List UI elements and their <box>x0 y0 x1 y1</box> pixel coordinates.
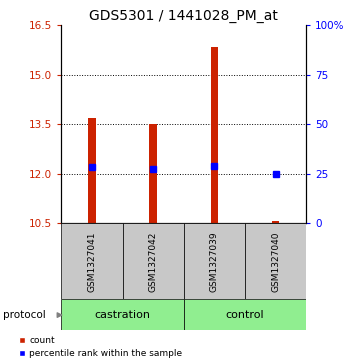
Bar <box>211 47 218 223</box>
Bar <box>245 223 306 299</box>
Text: protocol: protocol <box>4 310 46 320</box>
Text: GSM1327041: GSM1327041 <box>88 231 96 291</box>
Bar <box>184 299 306 330</box>
Bar <box>122 223 184 299</box>
Text: GSM1327040: GSM1327040 <box>271 231 280 291</box>
Title: GDS5301 / 1441028_PM_at: GDS5301 / 1441028_PM_at <box>89 9 278 23</box>
Text: GSM1327039: GSM1327039 <box>210 231 219 292</box>
Legend: count, percentile rank within the sample: count, percentile rank within the sample <box>19 336 182 359</box>
Text: control: control <box>226 310 264 320</box>
Bar <box>61 223 122 299</box>
Text: castration: castration <box>94 310 150 320</box>
Bar <box>149 124 157 223</box>
Bar <box>88 118 96 223</box>
Bar <box>61 299 184 330</box>
Bar <box>184 223 245 299</box>
Text: GSM1327042: GSM1327042 <box>149 231 158 291</box>
Bar <box>272 221 279 223</box>
